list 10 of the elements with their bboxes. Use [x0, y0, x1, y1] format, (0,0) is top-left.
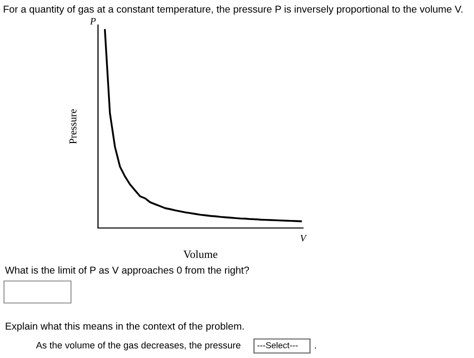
- x-axis-title: Volume: [183, 250, 218, 258]
- text: .: [314, 348, 316, 349]
- text: V: [300, 234, 307, 242]
- chart-title: For a quantity of gas at a constant temperature, the pressure P is inversely proportional to the volume V.: [4, 5, 462, 15]
- text: P: [90, 18, 96, 24]
- text: As the volume of the gas decreases, the pressure: [36, 342, 240, 350]
- text: ---Select---: [257, 342, 298, 348]
- text: Explain what this means in the context of the problem.: [6, 322, 244, 332]
- text: What is the limit of P as V approaches 0 from the right?: [5, 266, 250, 276]
- y-axis-title: Pressure: [70, 109, 76, 144]
